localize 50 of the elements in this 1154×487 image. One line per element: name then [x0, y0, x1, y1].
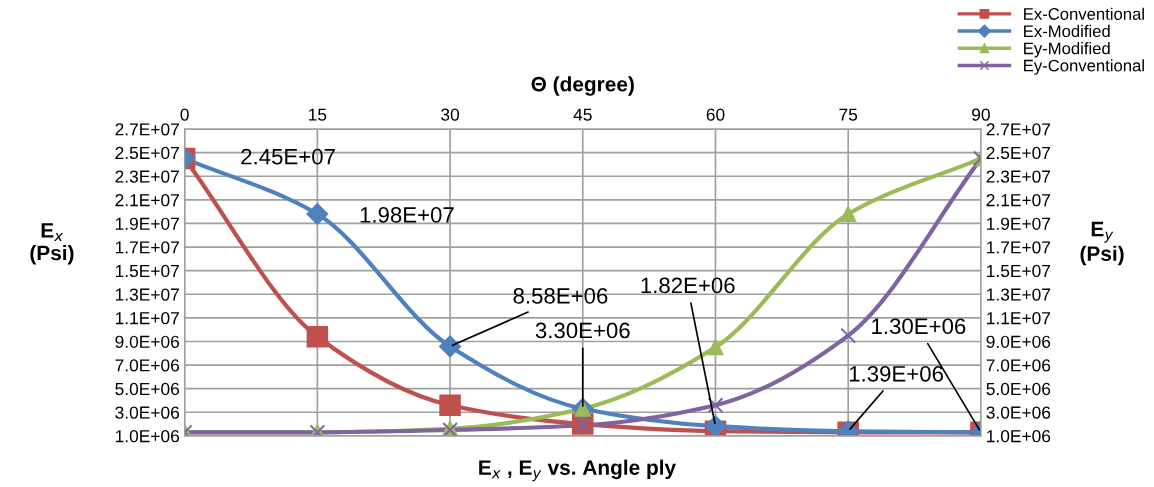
- annotation: 1.98E+07: [360, 207, 454, 223]
- y-tick-label: 1.9E+07: [115, 217, 179, 230]
- legend-label: Ex-Modified: [1024, 24, 1110, 38]
- y-tick-label: 3.0E+06: [115, 406, 180, 419]
- annotation: 1.39E+06: [849, 365, 943, 382]
- x-tick-label: 30: [441, 108, 460, 121]
- y-tick-label: 1.0E+06: [115, 430, 180, 443]
- y2-tick-label: 2.1E+07: [986, 194, 1051, 207]
- x-tick-label: 90: [972, 108, 990, 121]
- y2-tick-label: 1.7E+07: [987, 241, 1051, 254]
- x-tick-label: 45: [573, 108, 592, 121]
- y-tick-label: 2.5E+07: [115, 146, 179, 160]
- y2-tick-label: 1.1E+07: [987, 312, 1051, 325]
- x-axis-title: Θ (degree): [531, 76, 634, 96]
- y2-tick-label: 1.0E+06: [987, 430, 1051, 443]
- x-tick-label: 15: [309, 108, 327, 121]
- x-tick-label: 60: [706, 108, 725, 121]
- y2-tick-label: 2.7E+07: [986, 123, 1051, 136]
- y-tick-label: 2.3E+07: [115, 170, 179, 183]
- y2-tick-label: 3.0E+06: [986, 406, 1051, 419]
- y2-tick-label: 1.5E+07: [987, 264, 1051, 278]
- annotation: 1.30E+06: [872, 318, 966, 335]
- y2-tick-label: 2.3E+07: [986, 170, 1051, 183]
- y-tick-label: 2.7E+07: [115, 123, 179, 136]
- annotation: 3.30E+06: [535, 322, 630, 339]
- legend-label: Ex-Conventional: [1024, 7, 1144, 20]
- y2-tick-label: 1.3E+07: [987, 288, 1051, 301]
- legend-label: Ey-Modified: [1024, 42, 1110, 58]
- y-tick-label: 5.0E+06: [115, 382, 180, 396]
- annotation: 2.45E+07: [241, 148, 335, 165]
- y-tick-label: 1.5E+07: [115, 264, 179, 278]
- y2-tick-label: 5.0E+06: [986, 382, 1051, 396]
- annotation: 8.58E+06: [513, 288, 608, 304]
- annotation: 1.82E+06: [641, 277, 735, 294]
- y-tick-label: 1.7E+07: [115, 241, 179, 254]
- text: E$_{x}$ , E$_{y}$ vs. Angle ply: [479, 459, 676, 482]
- legend-label: Ey-Conventional: [1024, 59, 1144, 75]
- y2-tick-label: 7.0E+06: [986, 359, 1051, 372]
- y-tick-label: 1.1E+07: [115, 312, 179, 325]
- y-tick-label: 2.1E+07: [115, 194, 179, 207]
- y2-axis-title: E$_{y}$ (Psi): [1080, 221, 1124, 266]
- x-tick-label: 75: [839, 108, 858, 121]
- y2-tick-label: 1.9E+07: [987, 217, 1051, 230]
- y-tick-label: 7.0E+06: [115, 359, 180, 372]
- y-axis-title: E$_{x}$ (Psi): [30, 223, 74, 265]
- y-tick-label: 1.3E+07: [115, 288, 179, 301]
- y-tick-label: 9.0E+06: [115, 335, 180, 348]
- y2-tick-label: 2.5E+07: [986, 146, 1051, 160]
- y2-tick-label: 9.0E+06: [986, 335, 1051, 348]
- x-tick-label: 0: [180, 108, 189, 121]
